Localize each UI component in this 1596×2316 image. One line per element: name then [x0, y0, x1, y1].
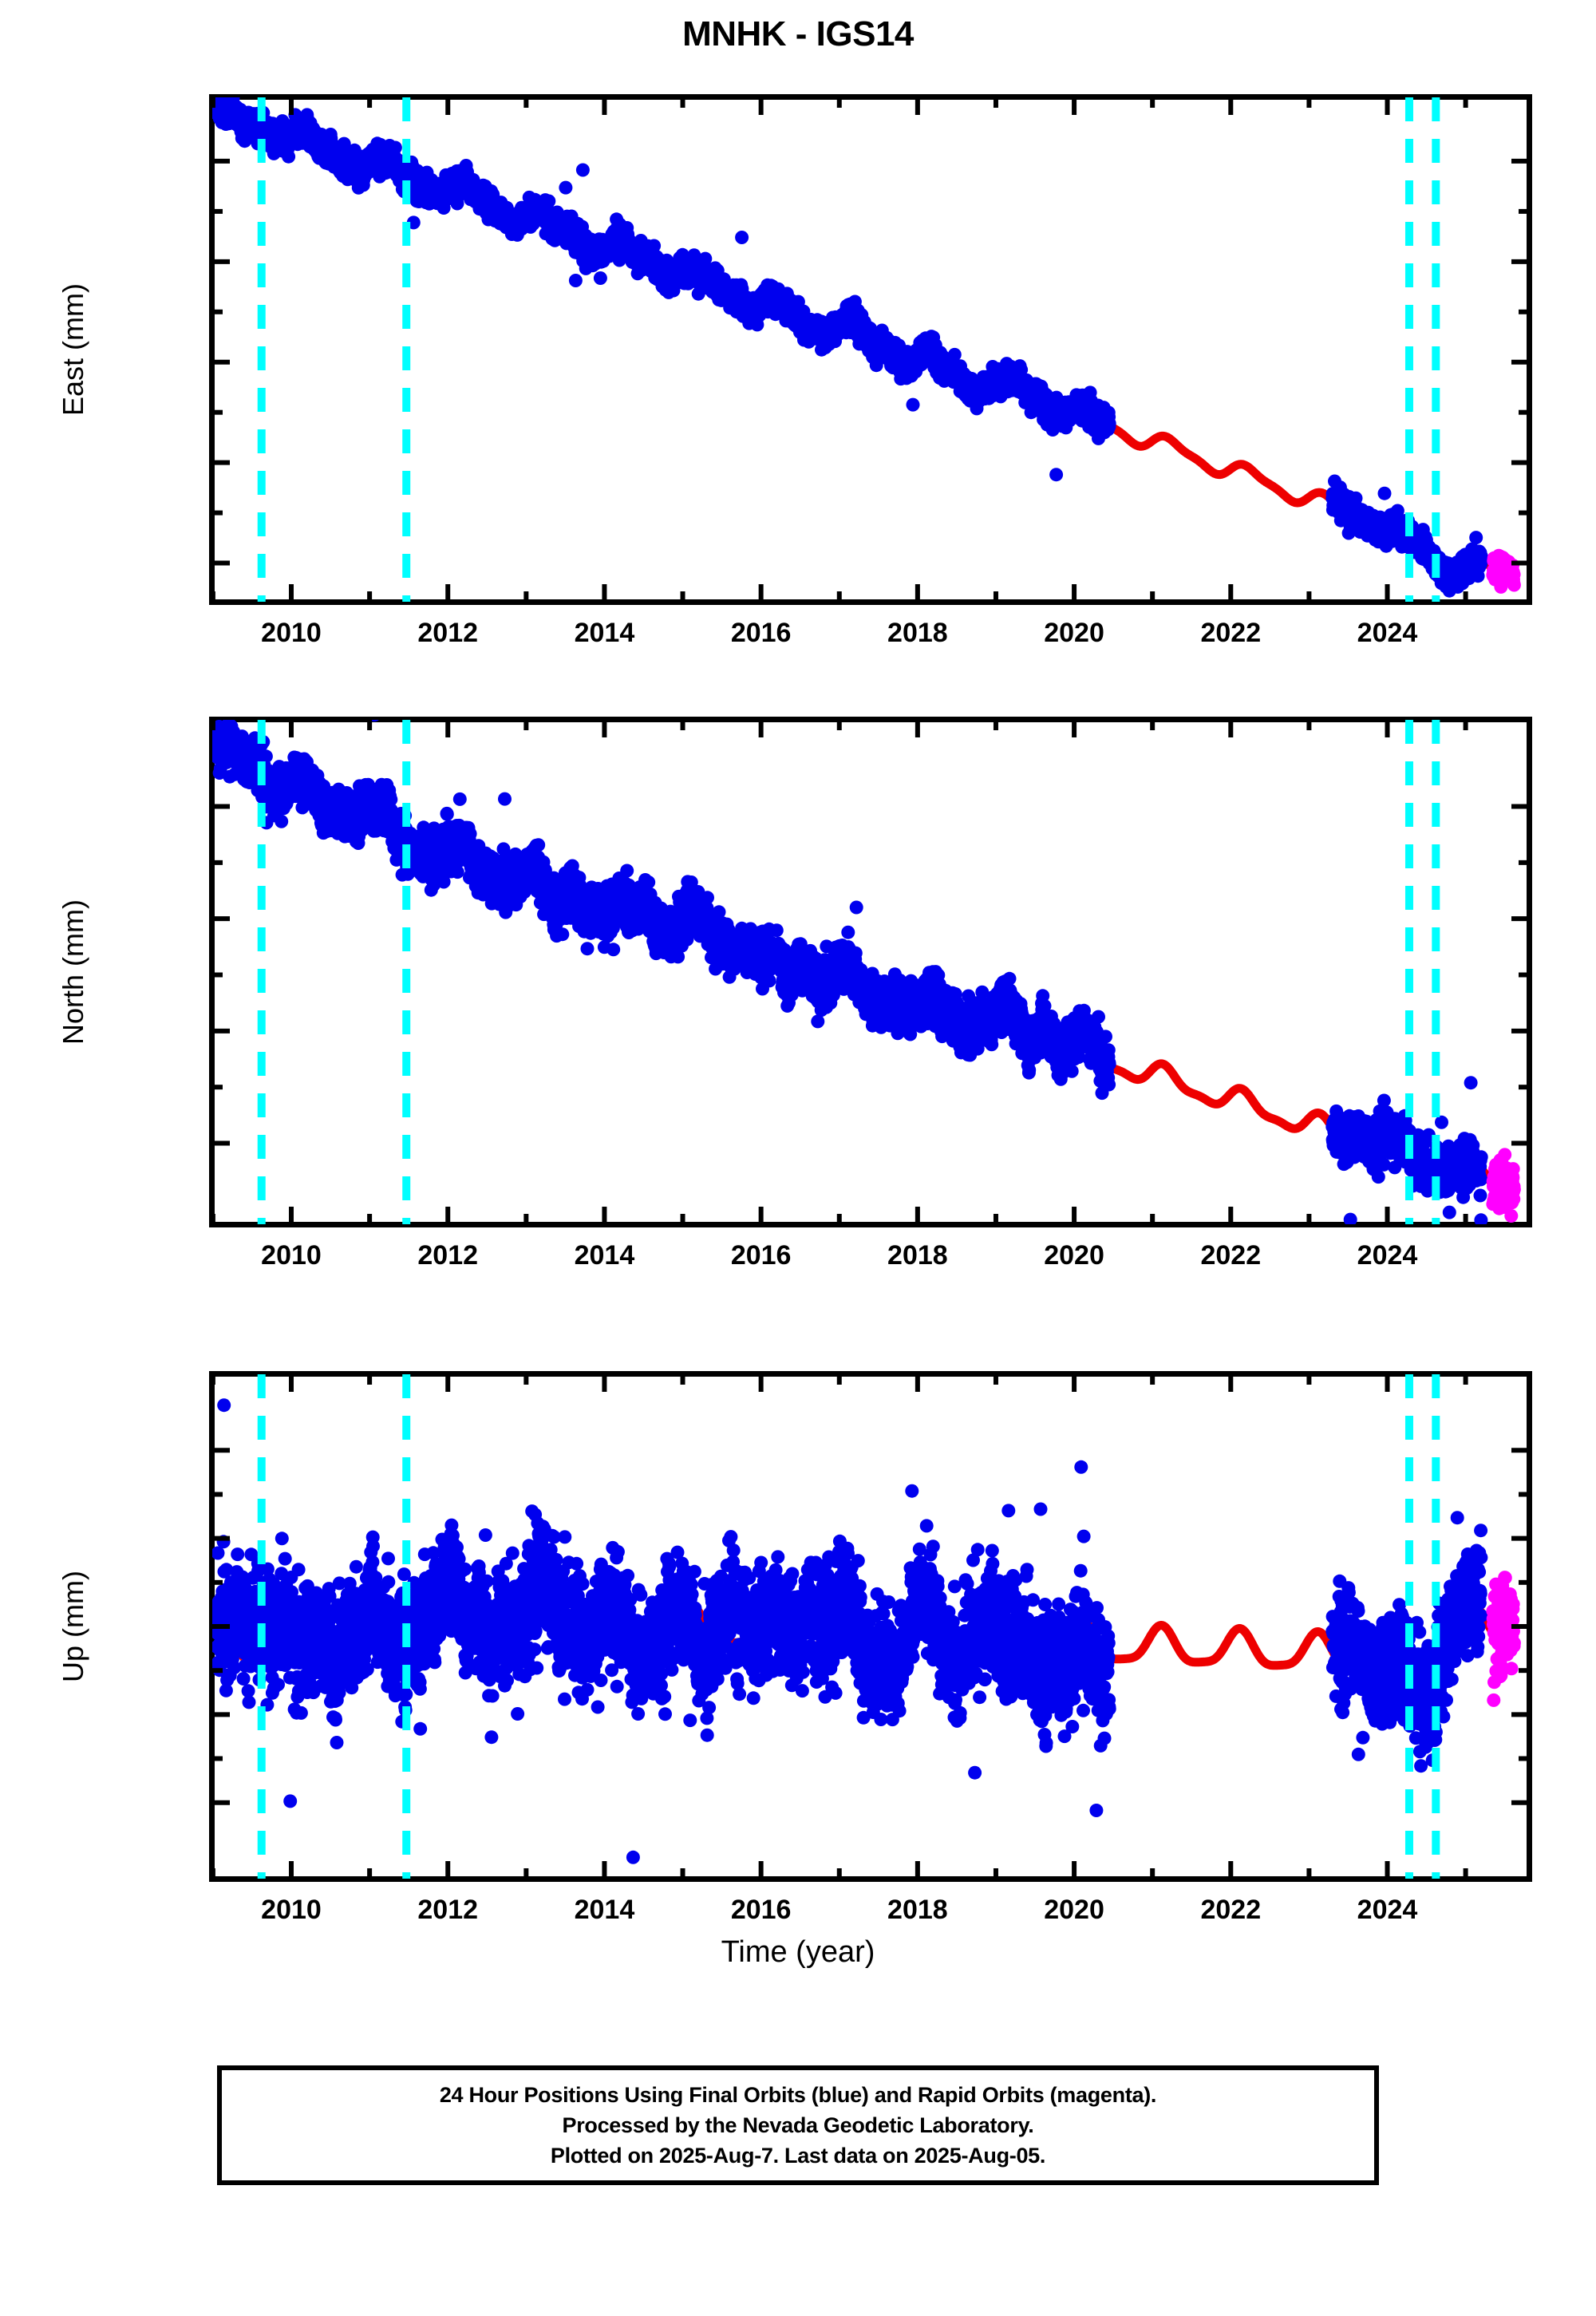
- caption-line-2: Processed by the Nevada Geodetic Laborat…: [562, 2112, 1034, 2137]
- x-tick-label: 2022: [1200, 618, 1262, 648]
- x-tick-label: 2020: [1044, 1240, 1104, 1271]
- x-tick-label: 2024: [1357, 1240, 1418, 1271]
- x-tick-label: 2012: [417, 1240, 479, 1271]
- x-tick-label: 2024: [1357, 618, 1418, 648]
- x-tick-label: 2010: [261, 1240, 322, 1271]
- x-tick-label: 2016: [730, 1895, 792, 1925]
- x-tick-label: 2010: [261, 618, 322, 648]
- x-tick-label: 2014: [574, 1240, 635, 1271]
- x-tick-label: 2012: [417, 1895, 479, 1925]
- y-axis-label-up: Up (mm): [57, 1571, 89, 1682]
- x-tick-label: 2014: [574, 618, 635, 648]
- x-tick-label: 2022: [1200, 1895, 1262, 1925]
- x-tick-label: 2020: [1044, 618, 1104, 648]
- plot-frame-east: [209, 94, 1532, 605]
- x-tick-label: 2010: [261, 1895, 322, 1925]
- x-tick-label: 2018: [887, 618, 948, 648]
- x-tick-label: 2024: [1357, 1895, 1418, 1925]
- plot-frame-north: [209, 717, 1532, 1227]
- x-tick-label: 2018: [887, 1240, 948, 1271]
- x-tick-label: 2016: [730, 1240, 792, 1271]
- caption-line-1: 24 Hour Positions Using Final Orbits (bl…: [439, 2082, 1157, 2107]
- x-tick-label: 2020: [1044, 1895, 1104, 1925]
- plot-frame-up: [209, 1371, 1532, 1882]
- caption-line-3: Plotted on 2025-Aug-7. Last data on 2025…: [550, 2144, 1046, 2168]
- x-axis-label: Time (year): [721, 1935, 875, 1969]
- caption-box: 24 Hour Positions Using Final Orbits (bl…: [217, 2065, 1379, 2185]
- y-axis-label-north: North (mm): [57, 899, 89, 1045]
- x-tick-label: 2016: [730, 618, 792, 648]
- x-tick-label: 2018: [887, 1895, 948, 1925]
- x-tick-label: 2014: [574, 1895, 635, 1925]
- x-tick-label: 2022: [1200, 1240, 1262, 1271]
- x-tick-label: 2012: [417, 618, 479, 648]
- page-title: MNHK - IGS14: [682, 14, 914, 53]
- y-axis-label-east: East (mm): [57, 283, 89, 416]
